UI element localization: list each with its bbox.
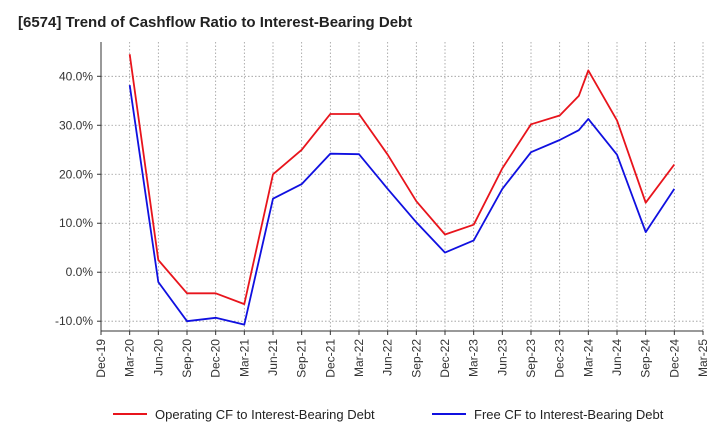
x-tick-label: Sep-20 <box>180 339 194 378</box>
x-tick-label: Jun-20 <box>151 339 165 376</box>
y-tick-label: 10.0% <box>59 216 93 230</box>
x-axis-ticks: Dec-19 Mar-20 Jun-20 Sep-20 Dec-20 Mar-21 Jun-… <box>94 331 710 378</box>
x-tick-label: Mar-25 <box>696 339 710 377</box>
x-tick-label: Dec-20 <box>209 339 223 378</box>
series-lines <box>128 54 676 326</box>
y-tick-label: 20.0% <box>59 167 93 181</box>
plot-area <box>101 42 703 331</box>
legend-label: Operating CF to Interest-Bearing Debt <box>155 407 375 422</box>
axes <box>100 42 703 332</box>
x-tick-label: Mar-23 <box>467 339 481 377</box>
x-tick-label: Mar-21 <box>237 339 251 377</box>
x-tick-label: Mar-20 <box>123 339 137 377</box>
x-tick-label: Dec-21 <box>323 339 337 378</box>
x-tick-label: Jun-23 <box>495 339 509 376</box>
x-tick-label: Sep-21 <box>295 339 309 378</box>
y-tick-label: 0.0% <box>66 265 94 279</box>
x-tick-label: Sep-23 <box>524 339 538 378</box>
series-line-operating-cf <box>128 54 676 305</box>
x-tick-label: Jun-22 <box>381 339 395 376</box>
grid <box>100 42 704 331</box>
legend: Operating CF to Interest-Bearing Debt Fre… <box>113 407 664 422</box>
legend-operating-cf: Operating CF to Interest-Bearing Debt <box>113 407 375 422</box>
x-tick-label: Dec-19 <box>94 339 108 378</box>
legend-label: Free CF to Interest-Bearing Debt <box>474 407 664 422</box>
chart-title: [6574] Trend of Cashflow Ratio to Intere… <box>18 14 413 31</box>
x-tick-label: Jun-24 <box>610 339 624 376</box>
x-tick-label: Mar-24 <box>581 339 595 377</box>
x-tick-label: Dec-22 <box>438 339 452 378</box>
y-tick-label: 30.0% <box>59 118 93 132</box>
y-axis-ticks: 40.0% 30.0% 20.0% 10.0% 0.0% -10.0% <box>55 69 101 328</box>
x-tick-label: Sep-24 <box>639 339 653 378</box>
y-tick-label: -10.0% <box>55 314 93 328</box>
x-tick-label: Mar-22 <box>352 339 366 377</box>
x-tick-label: Jun-21 <box>266 339 280 376</box>
x-tick-label: Sep-22 <box>409 339 423 378</box>
x-tick-label: Dec-24 <box>667 339 681 378</box>
y-tick-label: 40.0% <box>59 69 93 83</box>
x-tick-label: Dec-23 <box>553 339 567 378</box>
legend-free-cf: Free CF to Interest-Bearing Debt <box>432 407 664 422</box>
series-line-free-cf <box>128 84 676 326</box>
